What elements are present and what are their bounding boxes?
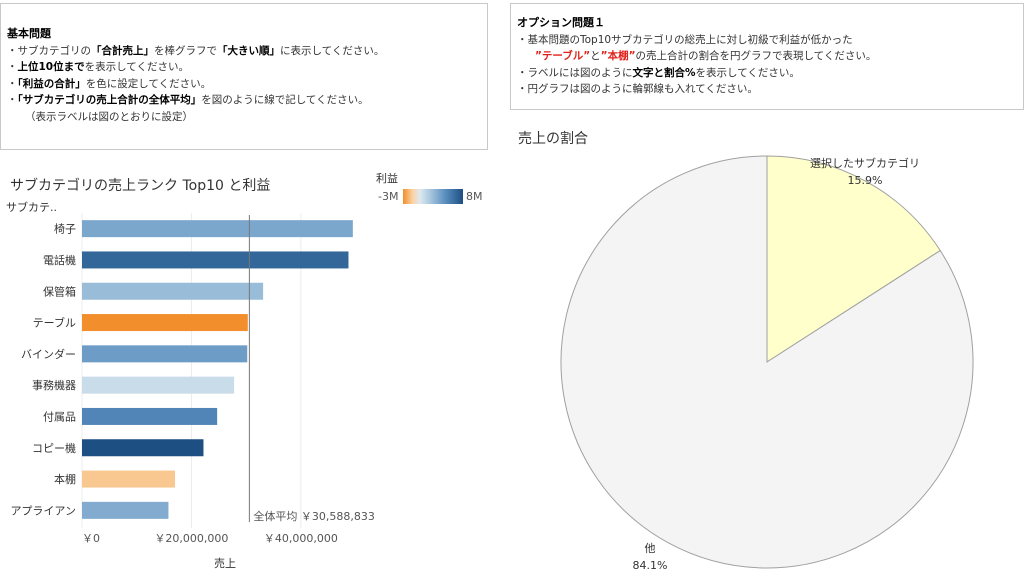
basic-line-3: ・「利益の合計」を色に設定してください。 xyxy=(7,77,212,90)
pie-chart-title: 売上の割合 xyxy=(518,131,588,147)
x-tick-label: ￥0 xyxy=(82,532,100,545)
category-label: 本棚 xyxy=(54,472,76,486)
basic-heading: 基本問題 xyxy=(7,27,51,40)
bar[interactable] xyxy=(82,470,176,488)
bar[interactable] xyxy=(82,345,248,363)
x-tick-label: ￥20,000,000 xyxy=(154,532,228,545)
bar[interactable] xyxy=(82,251,349,269)
basic-instructions-box: 基本問題 ・サブカテゴリの「合計売上」を棒グラフで「大きい順」に表示してください… xyxy=(0,3,488,150)
legend-title: 利益 xyxy=(376,172,398,185)
category-label: 事務機器 xyxy=(32,378,76,392)
pie-slice[interactable] xyxy=(766,155,941,363)
average-reference-label: 全体平均 ￥30,588,833 xyxy=(253,509,374,523)
profit-legend: 利益 -3M 8M xyxy=(376,170,486,210)
option-line-4: ・円グラフは図のように輪郭線も入れてください。 xyxy=(517,83,758,95)
bar[interactable] xyxy=(82,376,235,394)
pie-chart: 選択したサブカテゴリ 15.9% 他 84.1% xyxy=(560,155,974,572)
bar-chart: サブカテ.. 椅子電話機保管箱テーブルバインダー事務機器付属品コピー機本棚アプラ… xyxy=(6,200,375,570)
category-label: アプライアン xyxy=(10,504,76,517)
category-label: 電話機 xyxy=(43,253,76,267)
option-line-3: ・ラベルには図のように文字と割合%を表示してください。 xyxy=(517,66,800,79)
basic-line-5: （表示ラベルは図のとおりに設定） xyxy=(25,110,193,123)
basic-line-1: ・サブカテゴリの「合計売上」を棒グラフで「大きい順」に表示してください。 xyxy=(7,44,385,57)
pie-label-percent: 15.9% xyxy=(848,174,883,187)
category-label: バインダー xyxy=(21,347,76,361)
pie-label-name: 選択したサブカテゴリ xyxy=(810,156,920,170)
legend-min-label: -3M xyxy=(378,190,399,203)
pie-slice[interactable] xyxy=(560,155,974,569)
category-label: 付属品 xyxy=(43,410,76,423)
category-label: 椅子 xyxy=(54,222,76,236)
x-axis-label: 売上 xyxy=(214,557,236,570)
bar[interactable] xyxy=(82,282,264,300)
basic-line-2: ・上位10位までを表示してください。 xyxy=(7,61,189,73)
legend-gradient xyxy=(403,189,463,204)
bar[interactable] xyxy=(82,407,218,425)
option-heading: オプション問題１ xyxy=(517,16,605,29)
x-tick-label: ￥40,000,000 xyxy=(264,532,338,545)
category-label: テーブル xyxy=(33,316,76,330)
option-line-2: ”テーブル”と”本棚”の売上合計の割合を円グラフで表現してください。 xyxy=(535,50,877,62)
bar-chart-title: サブカテゴリの売上ランク Top10 と利益 xyxy=(10,178,271,194)
option-line-1: ・基本問題のTop10サブカテゴリの総売上に対し初級で利益が低かった xyxy=(517,33,853,46)
basic-line-4: ・「サブカテゴリの売上合計の全体平均」を図のように線で記してください。 xyxy=(7,94,369,106)
bar[interactable] xyxy=(82,501,169,519)
category-label: 保管箱 xyxy=(43,284,76,298)
bar[interactable] xyxy=(82,439,204,457)
pie-label-name: 他 xyxy=(645,542,656,555)
pie-label-percent: 84.1% xyxy=(633,559,668,572)
option-instructions-box: オプション問題１ ・基本問題のTop10サブカテゴリの総売上に対し初級で利益が低… xyxy=(510,3,1024,110)
legend-max-label: 8M xyxy=(466,190,483,203)
category-label: コピー機 xyxy=(32,441,76,455)
bar[interactable] xyxy=(82,220,353,238)
y-axis-header: サブカテ.. xyxy=(6,200,57,214)
bar[interactable] xyxy=(82,314,248,332)
